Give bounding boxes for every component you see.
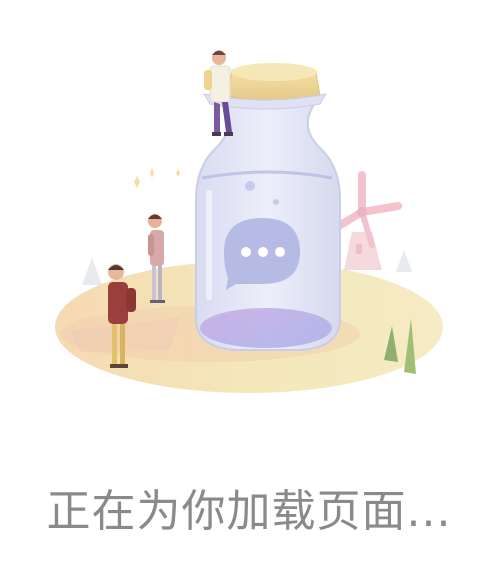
windmill	[328, 171, 402, 270]
loading-illustration	[55, 50, 443, 393]
person-standing-front	[108, 264, 136, 368]
background-trees	[82, 250, 412, 285]
sparkles	[134, 168, 180, 188]
person-on-jar	[204, 50, 233, 136]
loading-message: 正在为你加载页面...	[46, 486, 452, 537]
green-trees	[384, 318, 416, 374]
person-standing-back	[148, 214, 165, 303]
chat-bubble-ellipsis-icon	[224, 218, 300, 290]
